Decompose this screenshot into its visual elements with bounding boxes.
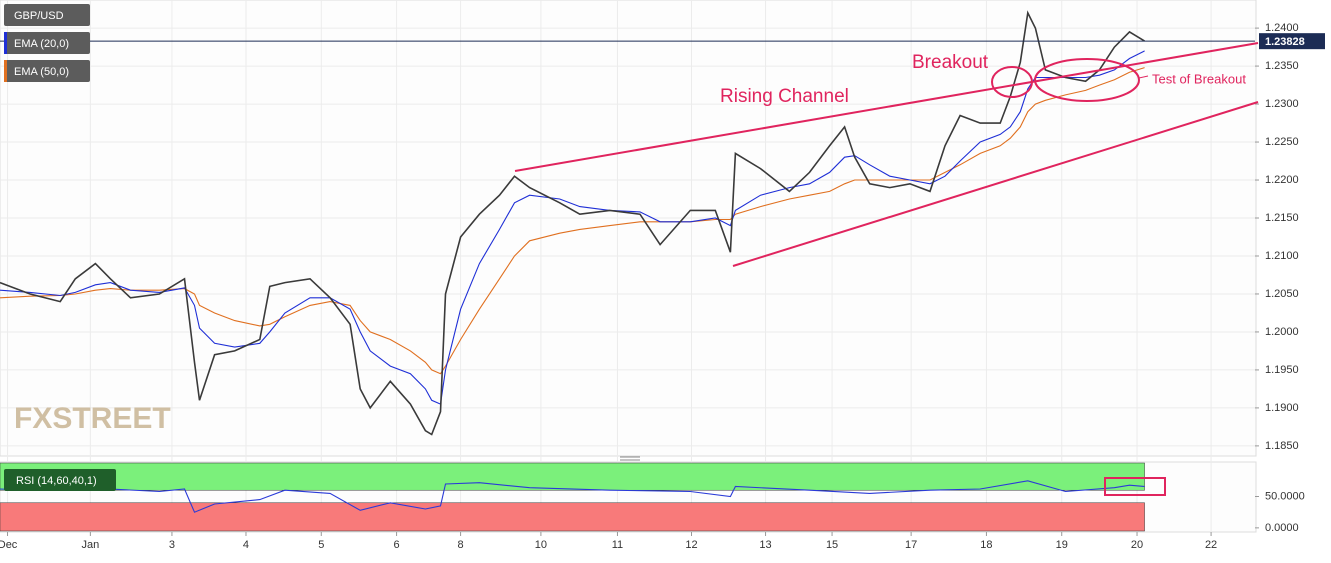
y-tick-label: 0.0000 bbox=[1265, 522, 1299, 534]
rsi-label: RSI (14,60,40,1) bbox=[16, 475, 97, 487]
legend-label: GBP/USD bbox=[14, 10, 64, 22]
y-tick-label: 50.0000 bbox=[1265, 490, 1305, 502]
x-tick-label: 8 bbox=[458, 539, 464, 551]
watermark: FXSTREET bbox=[14, 402, 171, 435]
series-line bbox=[0, 480, 1145, 513]
y-tick-label: 1.2200 bbox=[1265, 174, 1299, 186]
y-tick-label: 1.1950 bbox=[1265, 364, 1299, 376]
data-layer bbox=[0, 10, 1255, 513]
breakout-circle bbox=[991, 66, 1033, 98]
x-tick-label: 20 bbox=[1131, 539, 1143, 551]
y-tick-label: 1.1850 bbox=[1265, 440, 1299, 452]
x-tick-label: 13 bbox=[759, 539, 771, 551]
x-tick-label: 19 bbox=[1056, 539, 1068, 551]
x-tick-label: 12 bbox=[685, 539, 697, 551]
pointer bbox=[1138, 75, 1149, 79]
y-tick-label: 1.2050 bbox=[1265, 288, 1299, 300]
rsi-lower-band bbox=[0, 502, 1145, 532]
x-tick-label: 3 bbox=[169, 539, 175, 551]
y-tick-label: 1.2100 bbox=[1265, 250, 1299, 262]
channel-lower bbox=[732, 101, 1259, 267]
last-price-box bbox=[1259, 33, 1325, 50]
legend-box bbox=[4, 60, 90, 82]
annotation: Rising Channel bbox=[720, 86, 849, 107]
legend-box bbox=[4, 4, 90, 26]
x-tick-label: 4 bbox=[243, 539, 249, 551]
y-tick-label: 1.2400 bbox=[1265, 22, 1299, 34]
y-tick-label: 1.2250 bbox=[1265, 136, 1299, 148]
legend-swatch bbox=[4, 32, 7, 54]
y-tick-label: 1.2300 bbox=[1265, 98, 1299, 110]
x-tick-label: 18 bbox=[980, 539, 992, 551]
x-tick-label: 10 bbox=[535, 539, 547, 551]
x-tick-label: 11 bbox=[612, 539, 623, 551]
y-tick-label: 1.2150 bbox=[1265, 212, 1299, 224]
series-line bbox=[0, 67, 1145, 375]
legend-box bbox=[4, 32, 90, 54]
channel-upper bbox=[514, 42, 1259, 172]
y-tick-label: 1.2000 bbox=[1265, 326, 1299, 338]
y-tick-label: 1.1900 bbox=[1265, 402, 1299, 414]
x-tick-label: 15 bbox=[826, 539, 838, 551]
rsi-highlight bbox=[1104, 477, 1166, 496]
x-tick-label: 17 bbox=[905, 539, 917, 551]
rsi-label-box bbox=[4, 469, 116, 491]
main-plot bbox=[0, 0, 1257, 457]
legend-swatch bbox=[4, 60, 7, 82]
rsi-upper-band bbox=[0, 462, 1145, 491]
annotation: Breakout bbox=[912, 52, 989, 73]
x-tick-label: 5 bbox=[318, 539, 324, 551]
x-tick-label: Jan bbox=[81, 539, 99, 551]
x-tick-label: 22 bbox=[1205, 539, 1217, 551]
series-line bbox=[0, 10, 1146, 436]
annotation: Test of Breakout bbox=[1152, 71, 1246, 86]
x-tick-label: Dec bbox=[0, 539, 18, 551]
series-line bbox=[0, 50, 1145, 405]
grid-layer: 1.1850 1.1900 1.1950 1.2000 1.2050 1.2100 1.21… bbox=[0, 0, 1305, 551]
y-tick-label: 1.2350 bbox=[1265, 60, 1299, 72]
legend-label: EMA (50,0) bbox=[14, 66, 69, 78]
x-tick-label: 6 bbox=[394, 539, 400, 551]
legend-label: EMA (20,0) bbox=[14, 38, 69, 50]
last-price-label: 1.23828 bbox=[1265, 36, 1305, 48]
test-circle bbox=[1034, 58, 1140, 102]
